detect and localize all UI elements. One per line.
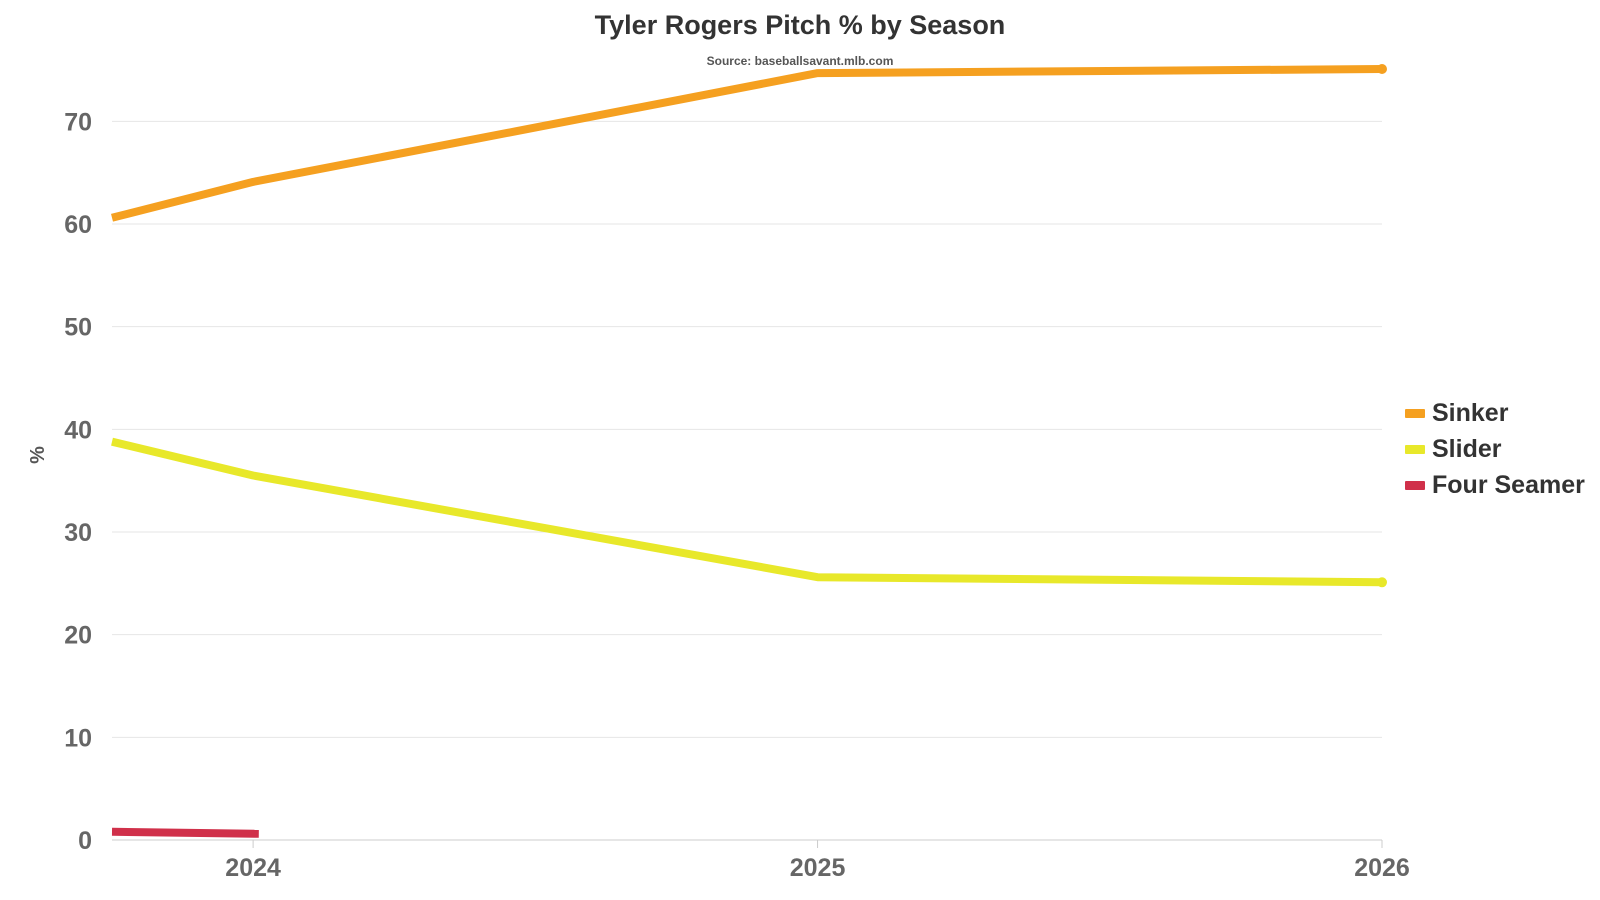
y-tick-label-70: 70: [64, 108, 92, 136]
y-tick-label-30: 30: [64, 519, 92, 547]
series-line-slider: [111, 437, 1383, 587]
legend: Sinker Slider Four Seamer: [1405, 395, 1585, 503]
y-axis-ticks: 0 10 20 30 40 50 60 70: [64, 108, 92, 855]
legend-label-sinker: Sinker: [1432, 398, 1509, 427]
grid-lines: [112, 120, 1382, 841]
chart-subtitle: Source: baseballsavant.mlb.com: [706, 54, 894, 68]
series-lines: [111, 63, 1387, 838]
legend-label-four-seamer: Four Seamer: [1432, 470, 1585, 499]
legend-label-slider: Slider: [1432, 434, 1502, 463]
legend-item-four-seamer[interactable]: Four Seamer: [1405, 467, 1585, 503]
y-tick-label-0: 0: [78, 827, 92, 855]
x-tick-label-2025: 2025: [790, 854, 846, 882]
legend-swatch-sinker: [1405, 408, 1425, 418]
legend-swatch-four-seamer: [1405, 480, 1425, 490]
y-tick-label-60: 60: [64, 211, 92, 239]
y-tick-label-50: 50: [64, 314, 92, 342]
y-tick-label-40: 40: [64, 416, 92, 444]
y-axis-label: %: [27, 446, 49, 464]
chart-title: Tyler Rogers Pitch % by Season: [594, 10, 1006, 40]
series-end-point-slider: [1377, 577, 1387, 588]
y-tick-label-10: 10: [64, 724, 92, 752]
x-axis-ticks: 2024 2025 2026: [225, 840, 1410, 882]
legend-swatch-slider: [1405, 444, 1425, 454]
x-tick-label-2024: 2024: [225, 854, 281, 882]
legend-item-sinker[interactable]: Sinker: [1405, 395, 1585, 431]
legend-item-slider[interactable]: Slider: [1405, 431, 1585, 467]
series-line-four-seamer: [111, 827, 259, 838]
x-tick-label-2026: 2026: [1354, 854, 1410, 882]
series-end-point-sinker: [1377, 63, 1387, 74]
series-line-sinker: [111, 65, 1383, 222]
y-tick-label-20: 20: [64, 622, 92, 650]
